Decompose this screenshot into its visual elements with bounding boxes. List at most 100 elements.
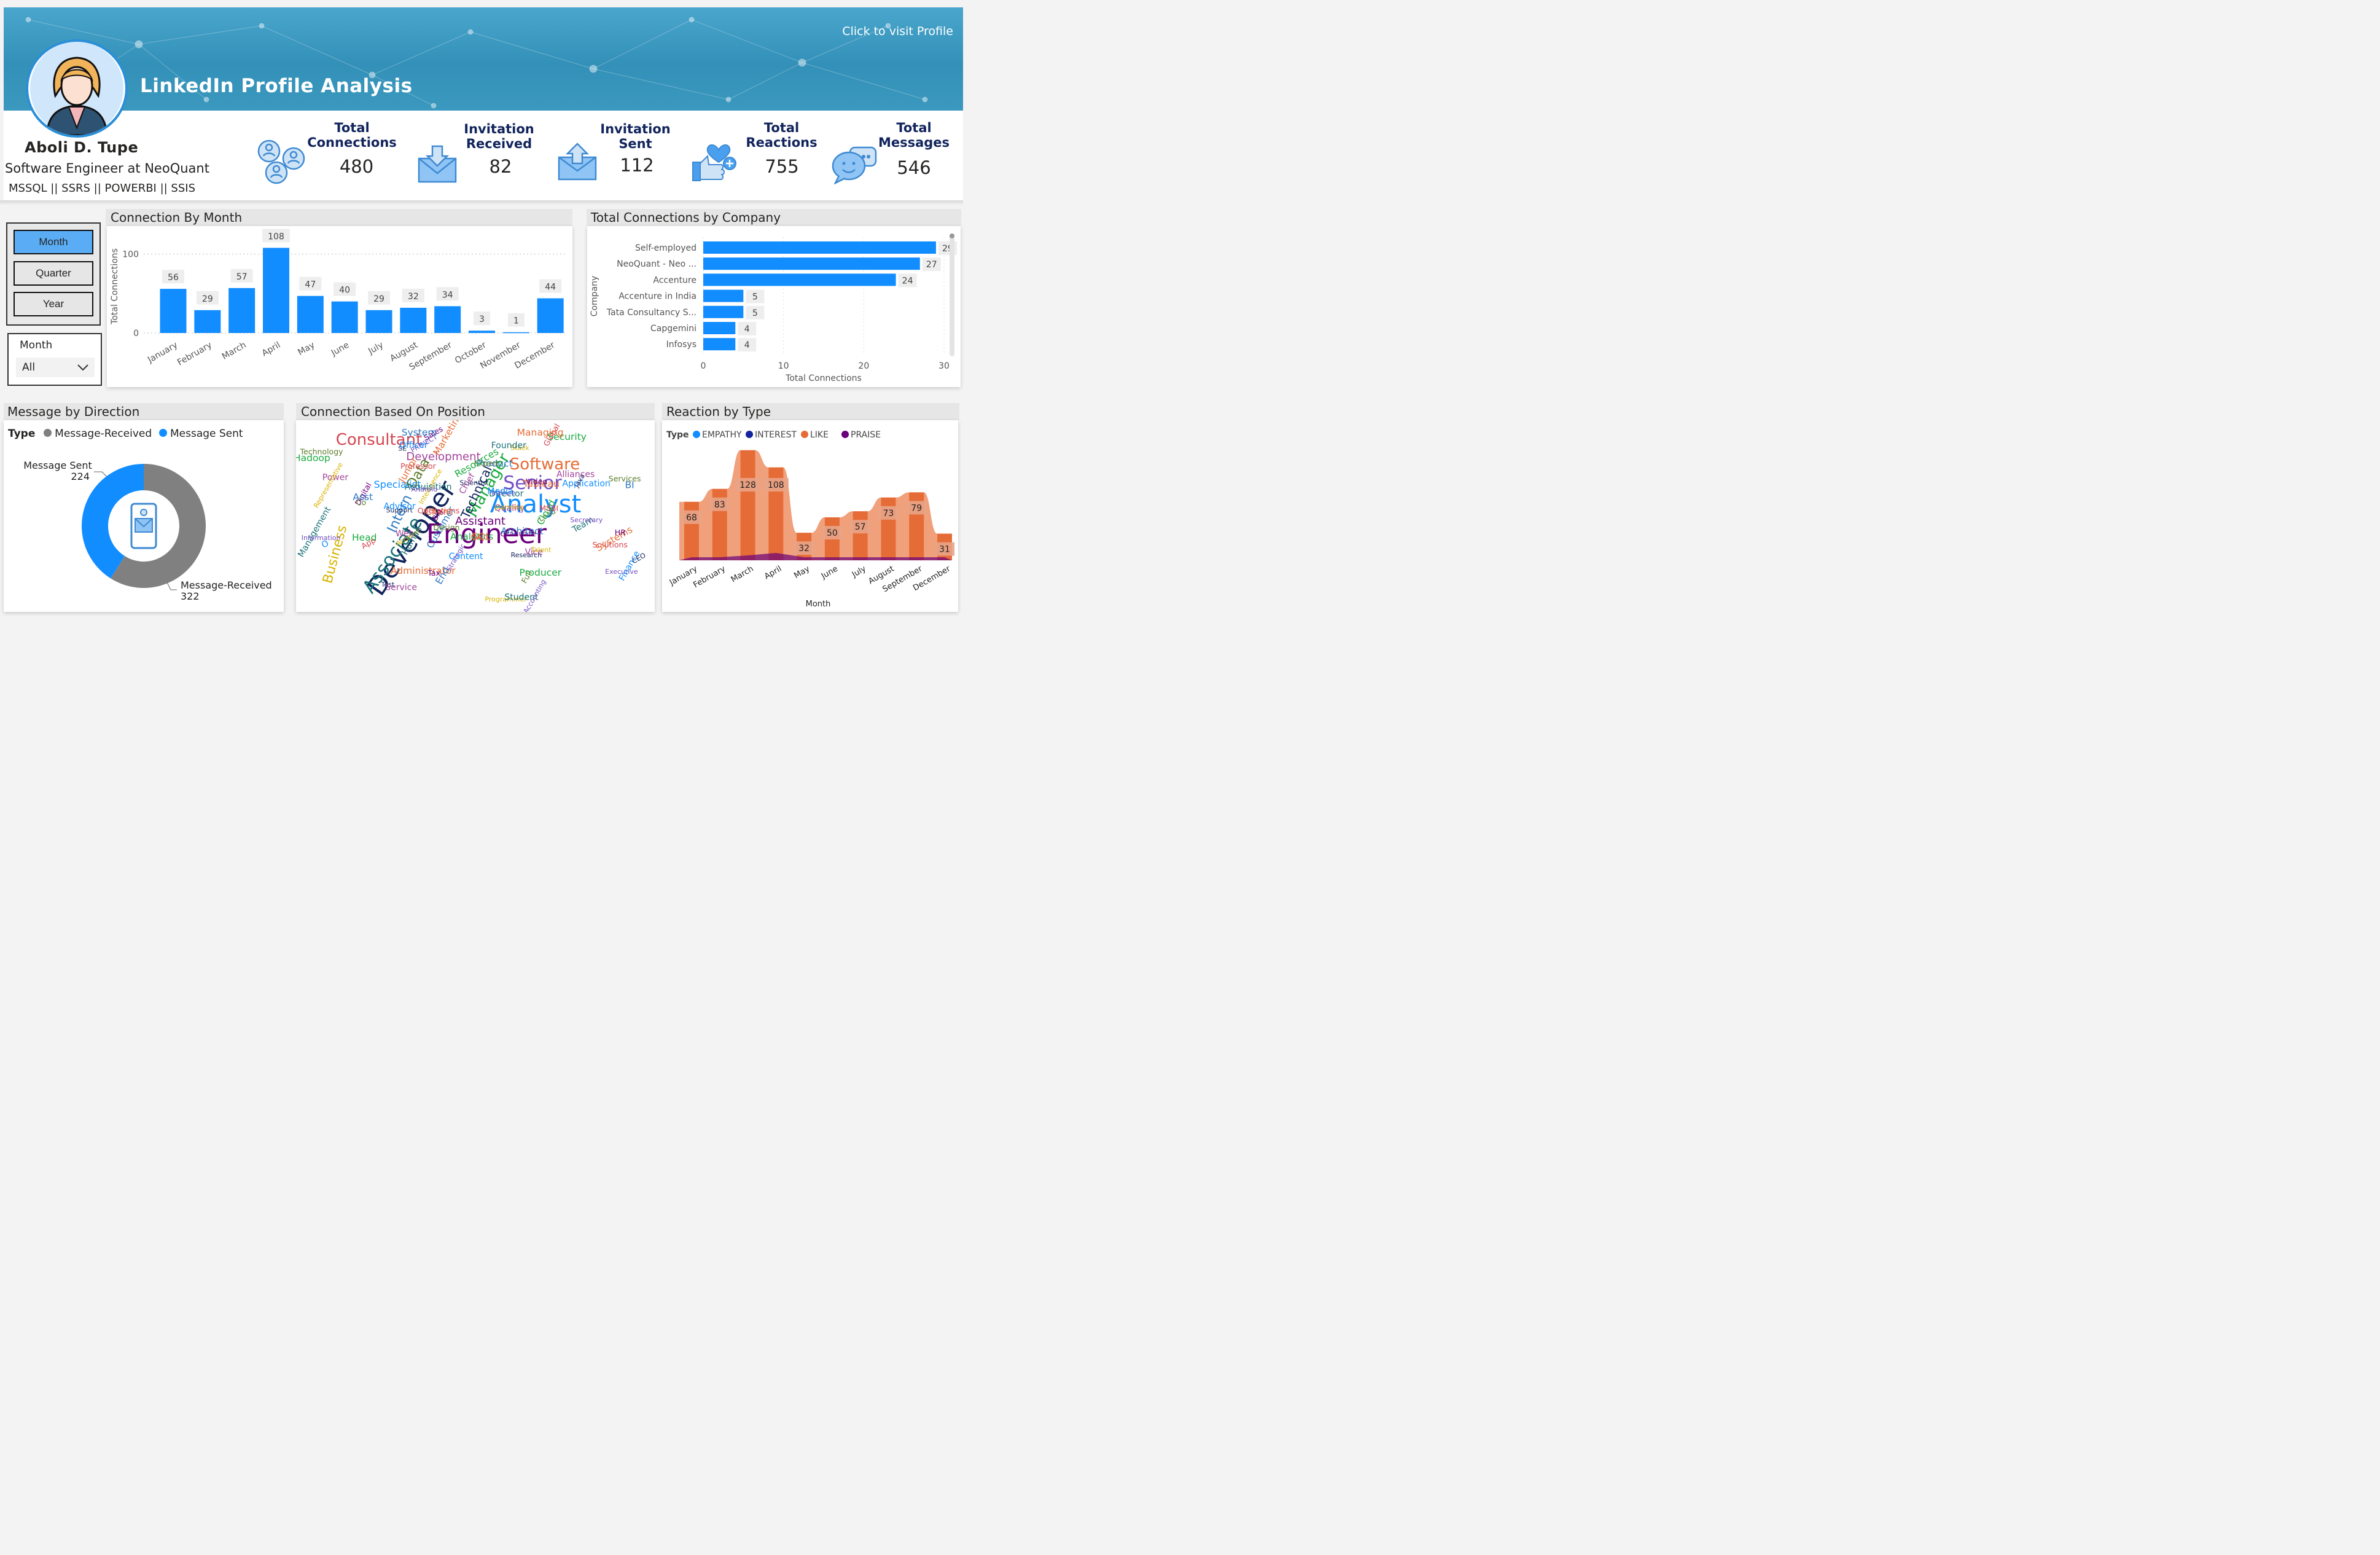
- month-select[interactable]: All: [16, 358, 95, 377]
- word-cloud-word: Acquisition: [405, 482, 452, 492]
- kpi-invitation-received-value: 82: [489, 156, 512, 177]
- x-tick-label: February: [692, 564, 727, 590]
- legend-swatch: [801, 431, 808, 438]
- chevron-down-icon: [77, 364, 88, 371]
- word-cloud-word: Graduate: [500, 529, 536, 538]
- dashboard-title: LinkedIn Profile Analysis: [140, 75, 413, 97]
- kpi-total-connections-title: Total Connections: [307, 120, 397, 150]
- word-cloud-word: Assistant: [455, 515, 505, 528]
- quarter-button[interactable]: Quarter: [14, 261, 93, 286]
- data-label: 32: [798, 544, 810, 554]
- word-cloud-word: Client: [425, 506, 453, 517]
- network-background-graphic: [25, 17, 928, 109]
- data-label: 31: [939, 545, 950, 555]
- word-cloud-word: Architect: [501, 526, 544, 537]
- data-label-bg: [436, 287, 459, 301]
- data-label-bg: [878, 506, 899, 520]
- x-tick-label: July: [366, 340, 385, 357]
- connections-by-company-chart: 0 10 20 30 Total Connections Company Self-empl…: [590, 233, 957, 383]
- message-by-direction-card: Type Message-Received Message Sent Messa…: [4, 420, 284, 612]
- word-cloud-word: Managing: [517, 427, 564, 438]
- scrollbar-thumb[interactable]: [950, 233, 954, 238]
- word-cloud-word: Talent: [531, 546, 552, 554]
- data-label: 44: [545, 283, 556, 292]
- word-cloud-word: Tax: [427, 568, 440, 578]
- data-label-bg: [763, 478, 789, 492]
- data-label-bg: [822, 526, 842, 539]
- data-label-bg: [850, 520, 870, 534]
- bar-december: [537, 298, 564, 333]
- connections-by-company-card: 0 10 20 30 Total Connections Company Self-empl…: [587, 226, 961, 387]
- data-label-bg: [162, 270, 184, 284]
- legend-swatch: [746, 431, 753, 438]
- word-cloud-word: Quality: [494, 503, 525, 513]
- legend-item-interest: INTEREST: [755, 430, 797, 440]
- data-label: 83: [714, 500, 725, 510]
- company-bar: [703, 322, 736, 334]
- word-cloud-word: Producer: [519, 567, 561, 578]
- data-label-bg: [922, 257, 941, 272]
- bar-july: [365, 310, 392, 333]
- visit-profile-link[interactable]: Click to visit Profile: [842, 25, 953, 38]
- data-label: 4: [744, 324, 750, 334]
- data-label-message-sent-value: 224: [71, 471, 90, 482]
- data-label-bg: [746, 289, 765, 304]
- company-label: Accenture in India: [618, 292, 696, 302]
- data-label: 34: [442, 290, 453, 300]
- legend-item-empathy: EMPATHY: [702, 430, 742, 440]
- word-cloud-word: Programmer: [485, 595, 527, 603]
- word-cloud-word: HR: [615, 528, 626, 537]
- avatar: [26, 39, 128, 138]
- y-axis-label: Total Connections: [110, 248, 120, 325]
- word-cloud-word: Analytics: [450, 531, 493, 542]
- x-tick-label: 0: [701, 361, 706, 371]
- word-cloud-word: Stack: [510, 444, 529, 452]
- x-tick-label: May: [792, 564, 811, 581]
- word-cloud-word: Support: [386, 506, 413, 514]
- kpi-invitation-received-title: Invitation Received: [464, 122, 534, 151]
- word-cloud-word: Scientist: [459, 479, 489, 487]
- company-bar: [703, 241, 936, 254]
- bar-october: [469, 331, 495, 333]
- panel-header-bg: [296, 403, 655, 420]
- word-cloud-word: Software: [510, 455, 580, 474]
- word-cloud-word: Analyst: [490, 490, 582, 519]
- data-label-bg: [746, 305, 765, 319]
- x-tick-label: January: [146, 340, 179, 366]
- ribbon-column-like: [853, 511, 868, 560]
- word-cloud-word: Web: [396, 529, 415, 539]
- envelope-down-icon: [418, 145, 457, 183]
- data-label-bg: [299, 276, 322, 291]
- word-cloud-word: Administrator: [391, 565, 456, 576]
- phone-outline: [130, 503, 157, 549]
- word-cloud-word: Representative: [312, 461, 345, 509]
- word-cloud-word: MSBI: [539, 503, 558, 512]
- month-button[interactable]: Month: [14, 230, 93, 254]
- year-button[interactable]: Year: [14, 292, 93, 316]
- scrollbar[interactable]: [950, 233, 954, 356]
- word-cloud-word: Professor: [400, 461, 437, 471]
- data-label-message-received-name: Message-Received: [181, 579, 272, 591]
- data-label-bg: [738, 338, 757, 352]
- data-label: 79: [911, 503, 922, 513]
- reaction-legend: Type EMPATHY INTEREST LIKE PRAISE: [666, 430, 881, 440]
- data-label: 27: [926, 260, 937, 270]
- phone-envelope-icon: [130, 503, 157, 549]
- word-cloud-word: Secretary: [570, 516, 603, 524]
- data-label: 47: [305, 280, 316, 290]
- dropdown-label: Month: [20, 339, 53, 351]
- data-label-bg: [507, 313, 525, 327]
- data-label: 3: [479, 315, 485, 324]
- data-label-bg: [196, 291, 219, 305]
- company-bar: [703, 289, 744, 302]
- word-cloud-word: planning: [494, 503, 524, 511]
- kpi-invitation-sent-value: 112: [620, 155, 654, 176]
- data-label: 57: [855, 522, 866, 532]
- word-cloud-word: Vice: [525, 547, 543, 557]
- wordcloud-card: Developer Engineer Analyst Software Senior Co…: [296, 420, 655, 612]
- bar-may: [297, 296, 324, 333]
- bar-june: [331, 301, 358, 333]
- data-label-bg: [682, 510, 701, 524]
- connection-based-on-position-title: Connection Based On Position: [301, 404, 485, 419]
- panel-header-bg: [587, 209, 961, 226]
